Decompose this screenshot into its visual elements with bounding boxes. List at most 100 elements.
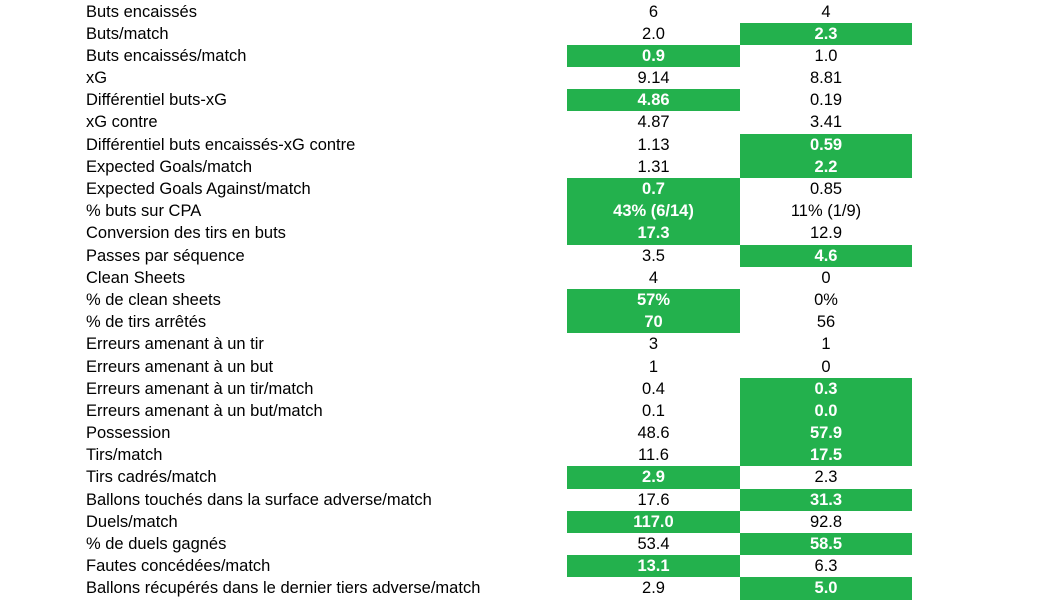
table-row: % de clean sheets 57% 0% bbox=[0, 288, 1054, 312]
stat-label: Erreurs amenant à un tir/match bbox=[86, 379, 314, 398]
stat-value-team-b: 0 bbox=[821, 357, 831, 376]
stat-value-team-a: 57% bbox=[567, 288, 740, 312]
stat-value-team-b: 17.5 bbox=[740, 444, 912, 467]
stat-value-team-a: 4.86 bbox=[567, 89, 740, 112]
stat-value-team-b: 6.3 bbox=[814, 557, 838, 576]
stat-label: Erreurs amenant à un tir bbox=[86, 335, 264, 354]
stat-label: Différentiel buts-xG bbox=[86, 91, 227, 110]
table-row: Erreurs amenant à un but 1 0 bbox=[0, 356, 1054, 378]
stat-label: % de duels gagnés bbox=[86, 535, 227, 553]
stat-value-team-a: 0.9 bbox=[567, 44, 740, 68]
stat-value-team-a: 11.6 bbox=[638, 446, 669, 465]
stat-value-team-a: 1.13 bbox=[637, 135, 670, 154]
stat-value-team-b: 2.3 bbox=[814, 468, 838, 487]
stat-value-team-b: 92.8 bbox=[809, 512, 843, 531]
table-row: Buts encaissés/match 0.9 1.0 bbox=[0, 44, 1054, 68]
table-row: % buts sur CPA 43% (6/14) 11% (1/9) bbox=[0, 200, 1054, 223]
stat-value-team-a: 3 bbox=[648, 335, 659, 354]
stat-label: Buts/match bbox=[86, 24, 169, 43]
table-row: Ballons touchés dans la surface adverse/… bbox=[0, 488, 1054, 511]
table-row: % de tirs arrêtés 70 56 bbox=[0, 311, 1054, 334]
stat-value-team-b: 58.5 bbox=[740, 533, 912, 556]
stat-value-team-a: 53.4 bbox=[637, 535, 670, 553]
table-row: Erreurs amenant à un tir/match 0.4 0.3 bbox=[0, 377, 1054, 400]
stat-value-team-a: 1 bbox=[648, 357, 659, 376]
stat-value-team-a: 48.6 bbox=[637, 424, 670, 443]
table-row: Conversion des tirs en buts 17.3 12.9 bbox=[0, 222, 1054, 245]
stat-label: Buts encaissés bbox=[86, 2, 197, 21]
stat-label: Erreurs amenant à un but bbox=[86, 357, 274, 376]
stat-value-team-a: 0.7 bbox=[567, 178, 740, 201]
table-row: Buts encaissés 6 4 bbox=[0, 1, 1054, 23]
stat-label: Fautes concédées/match bbox=[86, 557, 271, 576]
stat-value-team-b: 0.0 bbox=[740, 399, 912, 423]
stat-value-team-b: 0.59 bbox=[740, 133, 912, 156]
stat-value-team-b: 1 bbox=[821, 335, 831, 354]
stat-label: xG contre bbox=[86, 113, 158, 132]
stat-value-team-a: 0.1 bbox=[642, 401, 665, 420]
table-row: Différentiel buts-xG 4.86 0.19 bbox=[0, 89, 1054, 112]
stat-label: % buts sur CPA bbox=[86, 202, 202, 221]
table-row: Clean Sheets 4 0 bbox=[0, 267, 1054, 289]
stat-value-team-b: 4 bbox=[821, 2, 831, 21]
stat-value-team-b: 11% (1/9) bbox=[790, 202, 862, 221]
stat-label: Différentiel buts encaissés-xG contre bbox=[86, 135, 356, 154]
stat-label: Possession bbox=[86, 424, 171, 443]
stat-value-team-b: 57.9 bbox=[740, 422, 912, 445]
stat-value-team-a: 2.9 bbox=[642, 579, 665, 598]
stat-value-team-b: 56 bbox=[816, 313, 836, 332]
table-row: Buts/match 2.0 2.3 bbox=[0, 22, 1054, 45]
stat-label: Ballons touchés dans la surface adverse/… bbox=[86, 490, 432, 509]
table-row: Différentiel buts encaissés-xG contre 1.1… bbox=[0, 133, 1054, 156]
stat-label: xG bbox=[86, 69, 108, 88]
stat-value-team-a: 17.3 bbox=[567, 222, 740, 245]
stat-value-team-a: 13.1 bbox=[567, 555, 740, 578]
stat-label: % de clean sheets bbox=[86, 290, 221, 309]
stat-label: Ballons récupérés dans le dernier tiers … bbox=[86, 579, 481, 598]
stat-value-team-b: 5.0 bbox=[740, 577, 912, 600]
stat-label: Tirs/match bbox=[86, 446, 163, 465]
table-row: Fautes concédées/match 13.1 6.3 bbox=[0, 555, 1054, 578]
stat-value-team-a: 43% (6/14) bbox=[567, 200, 740, 223]
table-row: Expected Goals/match 1.31 2.2 bbox=[0, 155, 1054, 178]
stat-value-team-a: 0.4 bbox=[642, 379, 665, 398]
table-row: Erreurs amenant à un but/match 0.1 0.0 bbox=[0, 399, 1054, 423]
stat-value-team-b: 0.19 bbox=[809, 91, 843, 110]
stat-value-team-a: 4.87 bbox=[637, 113, 670, 132]
table-row: Possession 48.6 57.9 bbox=[0, 422, 1054, 445]
stat-value-team-b: 0 bbox=[821, 268, 831, 287]
stat-value-team-a: 17.6 bbox=[637, 490, 670, 509]
stat-value-team-a: 3.5 bbox=[642, 246, 665, 265]
stat-value-team-b: 2.2 bbox=[740, 155, 912, 178]
stat-label: Clean Sheets bbox=[86, 268, 186, 287]
table-row: Passes par séquence 3.5 4.6 bbox=[0, 244, 1054, 267]
stat-value-team-b: 4.6 bbox=[740, 244, 912, 267]
stat-label: Tirs cadrés/match bbox=[86, 468, 217, 487]
table-row: xG contre 4.87 3.41 bbox=[0, 111, 1054, 133]
stat-label: % de tirs arrêtés bbox=[86, 313, 207, 332]
stat-value-team-b: 0.3 bbox=[740, 377, 912, 400]
table-row: Duels/match 117.0 92.8 bbox=[0, 510, 1054, 533]
stat-value-team-b: 12.9 bbox=[809, 224, 843, 243]
stat-label: Erreurs amenant à un but/match bbox=[86, 401, 323, 420]
stat-value-team-a: 6 bbox=[648, 2, 659, 21]
stat-value-team-a: 2.9 bbox=[567, 466, 740, 489]
stat-value-team-a: 9.14 bbox=[637, 69, 670, 88]
stat-value-team-b: 0.85 bbox=[809, 180, 843, 198]
stat-label: Conversion des tirs en buts bbox=[86, 224, 286, 243]
table-row: Erreurs amenant à un tir 3 1 bbox=[0, 333, 1054, 355]
stat-value-team-b: 31.3 bbox=[740, 488, 912, 511]
stat-value-team-a: 1.31 bbox=[637, 157, 670, 176]
table-row: % de duels gagnés 53.4 58.5 bbox=[0, 533, 1054, 556]
table-row: Ballons récupérés dans le dernier tiers … bbox=[0, 577, 1054, 600]
table-row: Tirs/match 11.6 17.5 bbox=[0, 444, 1054, 467]
stat-value-team-a: 2.0 bbox=[642, 24, 665, 43]
stat-label: Expected Goals Against/match bbox=[86, 180, 311, 198]
stat-value-team-b: 2.3 bbox=[740, 22, 912, 45]
stat-label: Duels/match bbox=[86, 512, 178, 531]
stat-value-team-b: 8.81 bbox=[809, 69, 843, 88]
table-row: Expected Goals Against/match 0.7 0.85 bbox=[0, 178, 1054, 201]
stat-value-team-a: 117.0 bbox=[567, 510, 740, 533]
table-row: xG 9.14 8.81 bbox=[0, 67, 1054, 89]
